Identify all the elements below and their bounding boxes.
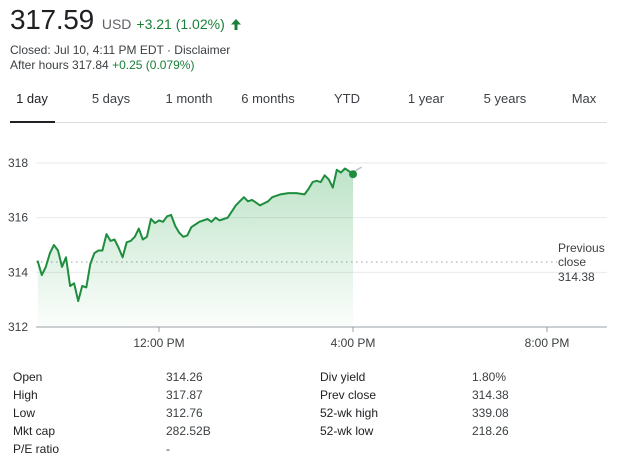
stat-label-low: Low — [13, 406, 36, 420]
after-hours-info: After hours 317.84 +0.25 (0.079%) — [10, 58, 194, 72]
tab-5-years[interactable]: 5 years — [483, 91, 527, 106]
price-area — [37, 168, 354, 327]
stat-value-prev-close: 314.38 — [472, 388, 509, 402]
stat-label-open: Open — [13, 370, 43, 384]
previous-close-label: Previous — [558, 241, 605, 255]
stat-label-52wk-high: 52-wk high — [320, 406, 379, 420]
price-change: +3.21 (1.02%) — [136, 16, 225, 32]
stat-label-prev-close: Prev close — [320, 388, 377, 402]
y-tick-label: 318 — [8, 156, 28, 170]
previous-close-value: 314.38 — [558, 270, 595, 284]
last-price-marker — [349, 170, 357, 179]
tab-max[interactable]: Max — [571, 91, 597, 106]
price-line — [36, 167, 354, 302]
y-tick-label: 316 — [8, 211, 28, 225]
x-tick-label: 8:00 PM — [525, 336, 570, 350]
key-stats: Open 314.26 High 317.87 Low 312.76 Mkt c… — [0, 368, 618, 462]
range-tabs: 1 day 5 days 1 month 6 months YTD 1 year… — [10, 85, 607, 123]
tab-1-year[interactable]: 1 year — [407, 91, 445, 106]
stat-value-52wk-high: 339.08 — [472, 406, 509, 420]
currency-label: USD — [101, 16, 132, 32]
price-chart[interactable]: 318 316 314 312 12:00 PM 4:00 PM 8:00 PM Previo… — [0, 140, 618, 350]
y-tick-label: 314 — [8, 265, 28, 279]
y-tick-label: 312 — [8, 320, 28, 334]
stat-value-52wk-low: 218.26 — [472, 424, 509, 438]
quote-header: 317.59 USD +3.21 (1.02%) — [10, 4, 243, 44]
x-tick-label: 4:00 PM — [331, 336, 376, 350]
closed-status: Closed: Jul 10, 4:11 PM EDT · Disclaimer — [10, 43, 231, 57]
tab-ytd[interactable]: YTD — [334, 91, 360, 106]
stat-label-div-yield: Div yield — [320, 370, 366, 384]
tab-5-days[interactable]: 5 days — [91, 91, 131, 106]
previous-close-label: close — [558, 255, 586, 269]
tab-6-months[interactable]: 6 months — [241, 91, 295, 106]
after-hours-price: After hours 317.84 — [10, 58, 109, 72]
tab-1-month[interactable]: 1 month — [165, 91, 213, 106]
stat-value-pe-ratio: - — [166, 442, 170, 456]
stat-label-mkt-cap: Mkt cap — [13, 424, 56, 438]
after-hours-change: +0.25 (0.079%) — [112, 58, 195, 72]
stat-value-mkt-cap: 282.52B — [166, 424, 211, 438]
x-tick-label: 12:00 PM — [133, 336, 184, 350]
stat-value-high: 317.87 — [166, 388, 203, 402]
stat-value-open: 314.26 — [166, 370, 203, 384]
active-tab-indicator — [10, 121, 55, 123]
stat-value-div-yield: 1.80% — [472, 370, 507, 384]
stat-label-52wk-low: 52-wk low — [320, 424, 374, 438]
arrow-up-icon — [230, 19, 241, 30]
stat-label-high: High — [13, 388, 38, 402]
current-price: 317.59 — [10, 4, 94, 35]
stat-label-pe-ratio: P/E ratio — [13, 442, 60, 456]
tab-1-day[interactable]: 1 day — [16, 91, 48, 106]
stat-value-low: 312.76 — [166, 406, 203, 420]
